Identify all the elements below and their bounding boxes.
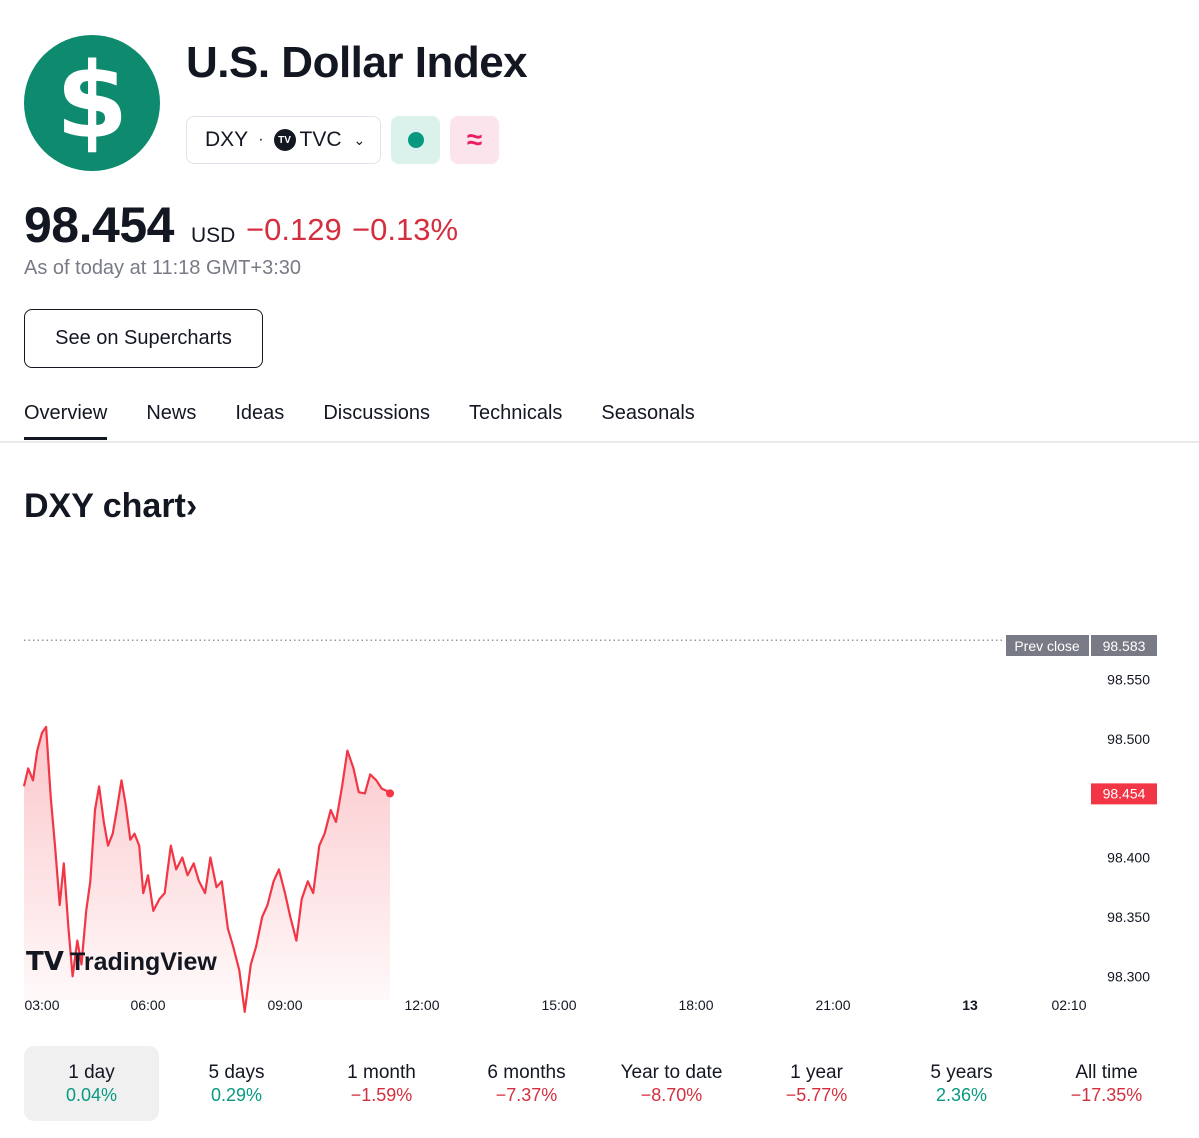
range-change: 0.04%: [65, 1084, 118, 1105]
tab-news[interactable]: News: [146, 402, 197, 424]
last-price: 98.454: [24, 197, 174, 253]
y-tick-label: 98.500: [1107, 731, 1150, 747]
dollar-icon: $: [55, 40, 129, 162]
range-label: All time: [1075, 1061, 1138, 1083]
x-tick-label: 13: [962, 997, 978, 1013]
tab-overview[interactable]: Overview: [24, 402, 108, 440]
tradingview-logo-icon: TV: [273, 129, 296, 151]
x-tick-label: 21:00: [815, 997, 850, 1013]
last-price-tag: 98.454: [1091, 783, 1157, 805]
range-change: 2.36%: [935, 1084, 988, 1105]
range-1-month[interactable]: 1 month −1.59%: [314, 1046, 449, 1121]
price-change-percent: −0.13%: [352, 212, 459, 247]
price-change: −0.129: [246, 212, 342, 247]
tabs-divider: [0, 441, 1199, 443]
tab-ideas[interactable]: Ideas: [235, 402, 285, 424]
exchange-selector[interactable]: DXY · TV TVC ⌄: [186, 116, 381, 164]
ticker-label: DXY: [205, 128, 249, 151]
price-area-fill: [24, 726, 390, 1012]
last-price-value: 98.454: [1103, 785, 1146, 801]
x-tick-label: 06:00: [130, 997, 165, 1013]
range-all-time[interactable]: All time −17.35%: [1039, 1046, 1174, 1121]
section-tabs: Overview News Ideas Discussions Technica…: [24, 402, 734, 440]
range-change: −7.37%: [495, 1084, 558, 1105]
range-label: 1 day: [68, 1061, 115, 1083]
range-year-to-date[interactable]: Year to date −8.70%: [604, 1046, 739, 1121]
range-6-months[interactable]: 6 months −7.37%: [459, 1046, 594, 1121]
range-1-year[interactable]: 1 year −5.77%: [749, 1046, 884, 1121]
y-tick-label: 98.400: [1107, 850, 1150, 866]
range-label: Year to date: [620, 1061, 723, 1083]
tradingview-watermark: TV TradingView: [26, 947, 217, 977]
x-tick-label: 12:00: [404, 997, 439, 1013]
range-5-days[interactable]: 5 days 0.29%: [169, 1046, 304, 1121]
exchange-label: TVC: [299, 128, 342, 151]
last-price-dot: [386, 789, 395, 798]
page-title: U.S. Dollar Index: [186, 38, 528, 87]
range-label: 6 months: [487, 1061, 566, 1083]
x-tick-label: 18:00: [678, 997, 713, 1013]
range-label: 1 month: [347, 1061, 416, 1083]
range-change: 0.29%: [210, 1084, 263, 1105]
time-range-selector: 1 day 0.04% 5 days 0.29% 1 month −1.59% 6 mont…: [24, 1046, 1184, 1121]
x-tick-label: 03:00: [24, 997, 59, 1013]
market-status-button[interactable]: [391, 116, 440, 164]
currency-label: USD: [191, 224, 236, 247]
range-change: −8.70%: [640, 1084, 703, 1105]
prev-close-value: 98.583: [1103, 638, 1146, 654]
symbol-logo: $: [24, 35, 160, 171]
range-change: −5.77%: [785, 1084, 848, 1105]
y-tick-label: 98.350: [1107, 909, 1150, 925]
x-tick-label: 02:10: [1051, 997, 1086, 1013]
delayed-data-icon: ≈: [466, 124, 483, 155]
tab-discussions[interactable]: Discussions: [323, 402, 431, 424]
as-of-timestamp: As of today at 11:18 GMT+3:30: [24, 257, 302, 279]
chart-section-title[interactable]: DXY chart›: [24, 487, 198, 525]
chevron-down-icon: ⌄: [353, 131, 366, 148]
separator-dot: ·: [258, 131, 264, 148]
price-chart[interactable]: Prev close 98.583 98.454 98.550 98.500 98.…: [0, 620, 1199, 1020]
range-change: −17.35%: [1070, 1084, 1143, 1105]
prev-close-label: Prev close: [1014, 638, 1080, 654]
prev-close-tag: Prev close 98.583: [1006, 635, 1157, 656]
range-label: 5 days: [208, 1061, 265, 1083]
range-change: −1.59%: [350, 1084, 413, 1105]
range-1-day[interactable]: 1 day 0.04%: [24, 1046, 159, 1121]
market-open-dot-icon: [407, 132, 424, 148]
delayed-data-button[interactable]: ≈: [450, 116, 499, 164]
tab-seasonals[interactable]: Seasonals: [601, 402, 695, 424]
range-label: 5 years: [930, 1061, 993, 1083]
x-tick-label: 15:00: [541, 997, 576, 1013]
price-line: [22, 725, 391, 1013]
y-tick-label: 98.300: [1107, 968, 1150, 984]
see-on-supercharts-button[interactable]: See on Supercharts: [24, 309, 263, 368]
watermark-text: TradingView: [70, 948, 217, 976]
y-tick-label: 98.550: [1107, 671, 1150, 687]
tradingview-logo-icon: TV: [26, 947, 64, 977]
x-tick-label: 09:00: [267, 997, 302, 1013]
range-5-years[interactable]: 5 years 2.36%: [894, 1046, 1029, 1121]
range-label: 1 year: [790, 1061, 843, 1083]
tab-technicals[interactable]: Technicals: [469, 402, 563, 424]
